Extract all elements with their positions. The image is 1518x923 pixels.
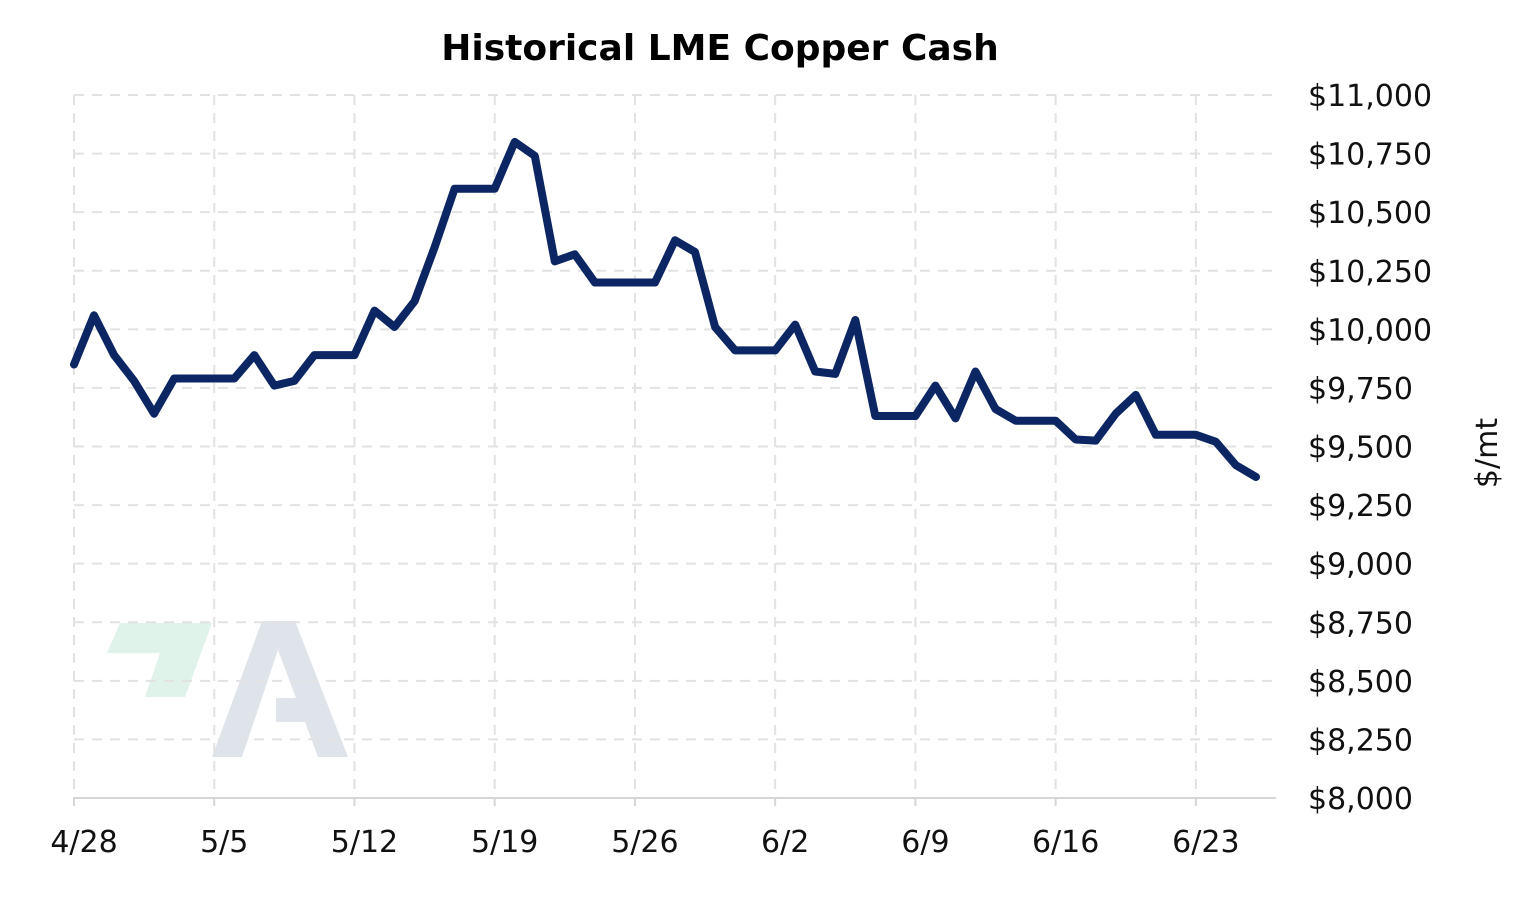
- y-tick-label: $10,000: [1308, 313, 1432, 348]
- x-axis-ticks: 4/28 5/5 5/12 5/19 5/26 6/2 6/9 6/16 6/23: [50, 825, 1239, 860]
- x-tick-label: 6/16: [1032, 825, 1099, 860]
- watermark-logo-letter-a: [212, 621, 348, 757]
- series-line: [70, 137, 1260, 481]
- x-tick-label: 6/23: [1172, 825, 1239, 860]
- x-axis: [73, 797, 1276, 806]
- y-tick-label: $10,750: [1308, 138, 1432, 173]
- y-tick-label: $10,500: [1308, 196, 1432, 231]
- watermark-logo: [107, 621, 348, 757]
- y-tick-label: $8,250: [1308, 723, 1413, 758]
- y-axis-ticks: $8,000 $8,250 $8,500 $8,750 $9,000 $9,250 $9,5…: [1308, 79, 1432, 817]
- watermark-logo-green-mark: [107, 623, 212, 697]
- y-tick-label: $10,250: [1308, 255, 1432, 290]
- y-tick-label: $8,000: [1308, 782, 1413, 817]
- chart-title: Historical LME Copper Cash: [441, 28, 999, 69]
- y-tick-label: $9,250: [1308, 489, 1413, 524]
- y-tick-label: $9,500: [1308, 431, 1413, 466]
- y-tick-label: $8,500: [1308, 665, 1413, 700]
- y-tick-label: $9,000: [1308, 548, 1413, 583]
- x-tick-label: 5/12: [331, 825, 398, 860]
- y-axis-label: $/mt: [1470, 418, 1505, 488]
- y-tick-label: $9,750: [1308, 372, 1413, 407]
- x-tick-label: 6/9: [901, 825, 949, 860]
- x-tick-label: 5/26: [611, 825, 678, 860]
- grid: [73, 94, 1276, 798]
- y-tick-label: $11,000: [1308, 79, 1432, 114]
- x-tick-label: 6/2: [761, 825, 809, 860]
- x-tick-label: 4/28: [50, 825, 117, 860]
- x-tick-label: 5/5: [200, 825, 248, 860]
- x-tick-label: 5/19: [471, 825, 538, 860]
- series-layer: [70, 137, 1260, 481]
- y-tick-label: $8,750: [1308, 606, 1413, 641]
